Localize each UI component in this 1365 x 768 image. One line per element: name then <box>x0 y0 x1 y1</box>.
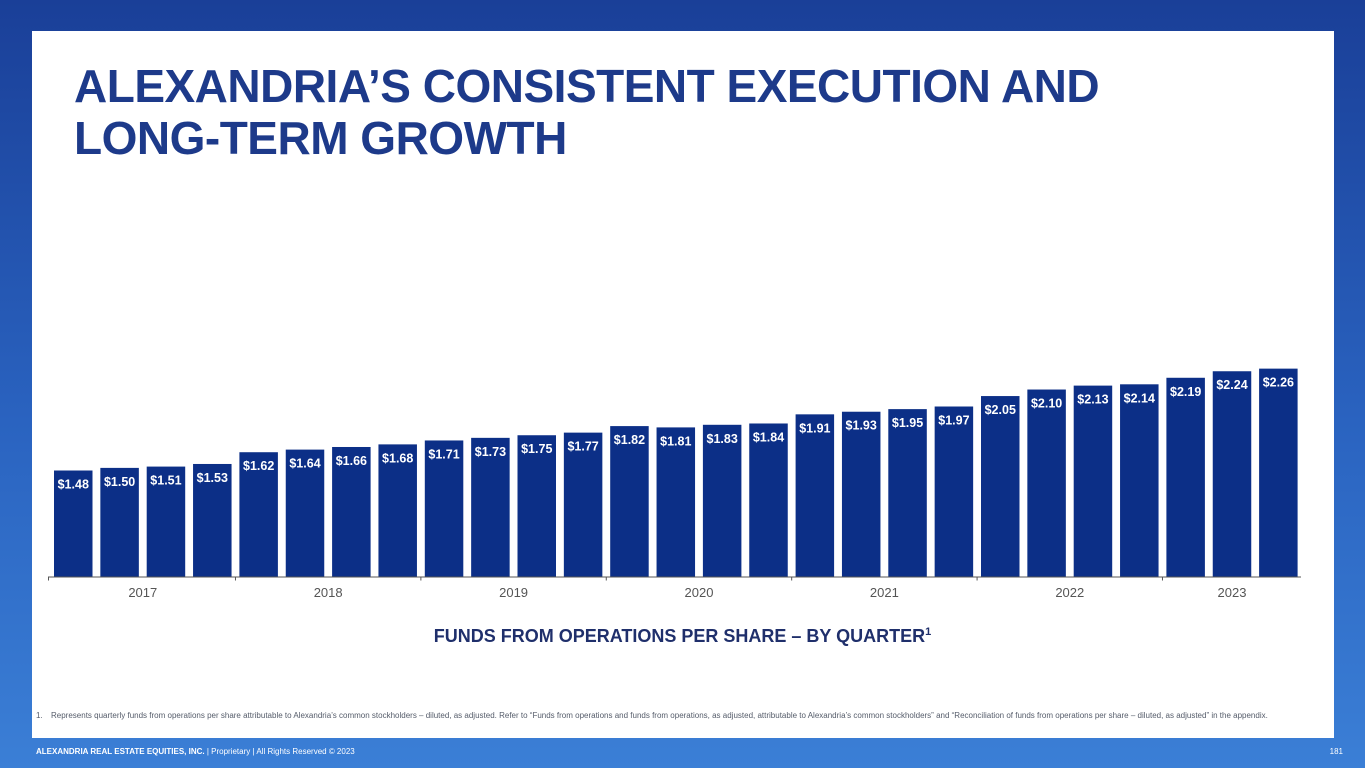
bar-value-label: $1.64 <box>289 457 320 471</box>
footnote: 1. Represents quarterly funds from operat… <box>36 710 1286 721</box>
year-label: 2023 <box>1218 585 1247 600</box>
page-title: ALEXANDRIA’S CONSISTENT EXECUTION AND LO… <box>74 60 1224 164</box>
bar-value-label: $1.83 <box>707 432 738 446</box>
footnote-number: 1. <box>36 711 43 720</box>
bar-value-label: $1.48 <box>58 478 89 492</box>
bar <box>1120 384 1159 577</box>
slide-card <box>32 31 1334 738</box>
bar-value-label: $2.10 <box>1031 397 1062 411</box>
bar-value-label: $1.75 <box>521 442 552 456</box>
year-label: 2022 <box>1055 585 1084 600</box>
year-label: 2018 <box>314 585 343 600</box>
bar <box>100 467 139 577</box>
bar-value-label: $1.77 <box>567 440 598 454</box>
bar <box>424 440 464 577</box>
bar-value-label: $1.53 <box>197 471 228 485</box>
bar <box>239 452 278 577</box>
chart-caption: FUNDS FROM OPERATIONS PER SHARE – BY QUA… <box>0 626 1365 647</box>
year-label: 2021 <box>870 585 899 600</box>
bar-value-label: $1.51 <box>150 474 181 488</box>
bar <box>285 449 325 577</box>
bar <box>934 406 974 577</box>
bar <box>54 470 93 577</box>
title-line-1: ALEXANDRIA’S CONSISTENT EXECUTION AND <box>74 60 1100 112</box>
bar-value-label: $1.81 <box>660 434 691 448</box>
bar-value-label: $2.19 <box>1170 385 1201 399</box>
year-label: 2017 <box>128 585 157 600</box>
bar-value-label: $2.14 <box>1124 391 1155 405</box>
bar-value-label: $2.05 <box>985 403 1016 417</box>
bar <box>332 446 371 577</box>
bar <box>146 466 186 577</box>
bar <box>517 435 556 577</box>
bar <box>563 432 603 577</box>
year-label: 2020 <box>685 585 714 600</box>
footer-rights: | Proprietary | All Rights Reserved © 20… <box>204 747 355 756</box>
bar-value-label: $1.50 <box>104 475 135 489</box>
bar-value-label: $1.91 <box>799 421 830 435</box>
bar <box>795 414 835 577</box>
bar <box>193 463 232 577</box>
bar <box>841 411 881 577</box>
bar <box>1212 371 1252 577</box>
bar <box>471 437 510 577</box>
bar <box>610 426 649 577</box>
bar <box>656 427 696 577</box>
bar-value-label: $1.95 <box>892 416 923 430</box>
bar <box>378 444 417 577</box>
footer-copyright: ALEXANDRIA REAL ESTATE EQUITIES, INC. | … <box>36 747 355 756</box>
year-label: 2019 <box>499 585 528 600</box>
footnote-marker: 1 <box>925 626 932 638</box>
bar-value-label: $1.68 <box>382 451 413 465</box>
bar-value-label: $1.93 <box>846 419 877 433</box>
bar <box>888 409 927 577</box>
bar <box>1073 385 1113 577</box>
footnote-text: Represents quarterly funds from operatio… <box>51 711 1268 720</box>
bar-value-label: $1.66 <box>336 454 367 468</box>
bar-value-label: $1.73 <box>475 445 506 459</box>
bar <box>749 423 788 577</box>
title-line-2: LONG-TERM GROWTH <box>74 112 567 164</box>
bar-value-label: $1.84 <box>753 430 784 444</box>
bar-value-label: $2.13 <box>1077 393 1108 407</box>
footer-company: ALEXANDRIA REAL ESTATE EQUITIES, INC. <box>36 747 205 756</box>
bar-value-label: $2.24 <box>1216 378 1247 392</box>
bar <box>702 424 742 577</box>
chart-caption-text: FUNDS FROM OPERATIONS PER SHARE – BY QUA… <box>433 626 926 646</box>
bar-value-label: $1.62 <box>243 459 274 473</box>
bar-value-label: $1.71 <box>428 447 459 461</box>
bar <box>1166 377 1205 577</box>
page-number: 181 <box>1329 747 1343 756</box>
bar-value-label: $2.26 <box>1263 376 1294 390</box>
bar <box>1027 389 1066 577</box>
bar-value-label: $1.97 <box>938 414 969 428</box>
bar <box>1259 368 1298 577</box>
bar-value-label: $1.82 <box>614 433 645 447</box>
bar <box>981 396 1020 577</box>
